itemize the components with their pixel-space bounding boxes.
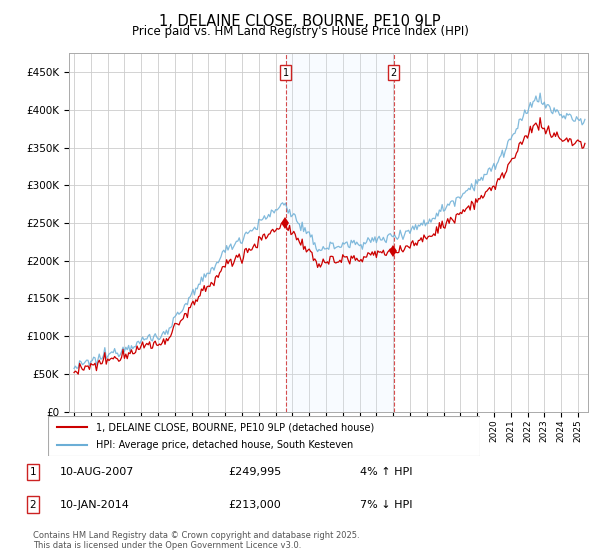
Text: 10-AUG-2007: 10-AUG-2007 [60, 467, 134, 477]
Bar [286, 53, 394, 412]
Text: Contains HM Land Registry data © Crown copyright and database right 2025.
This d: Contains HM Land Registry data © Crown c… [33, 530, 359, 550]
Text: 2: 2 [29, 500, 37, 510]
Text: 1: 1 [29, 467, 37, 477]
Text: 4% ↑ HPI: 4% ↑ HPI [360, 467, 413, 477]
Text: £249,995: £249,995 [228, 467, 281, 477]
Text: £213,000: £213,000 [228, 500, 281, 510]
Text: 1, DELAINE CLOSE, BOURNE, PE10 9LP (detached house): 1, DELAINE CLOSE, BOURNE, PE10 9LP (deta… [95, 422, 374, 432]
Text: HPI: Average price, detached house, South Kesteven: HPI: Average price, detached house, Sout… [95, 440, 353, 450]
Text: 2: 2 [391, 68, 397, 78]
Text: 1, DELAINE CLOSE, BOURNE, PE10 9LP: 1, DELAINE CLOSE, BOURNE, PE10 9LP [159, 14, 441, 29]
Text: 10-JAN-2014: 10-JAN-2014 [60, 500, 130, 510]
Text: 7% ↓ HPI: 7% ↓ HPI [360, 500, 413, 510]
Text: Price paid vs. HM Land Registry's House Price Index (HPI): Price paid vs. HM Land Registry's House … [131, 25, 469, 38]
Text: 1: 1 [283, 68, 289, 78]
